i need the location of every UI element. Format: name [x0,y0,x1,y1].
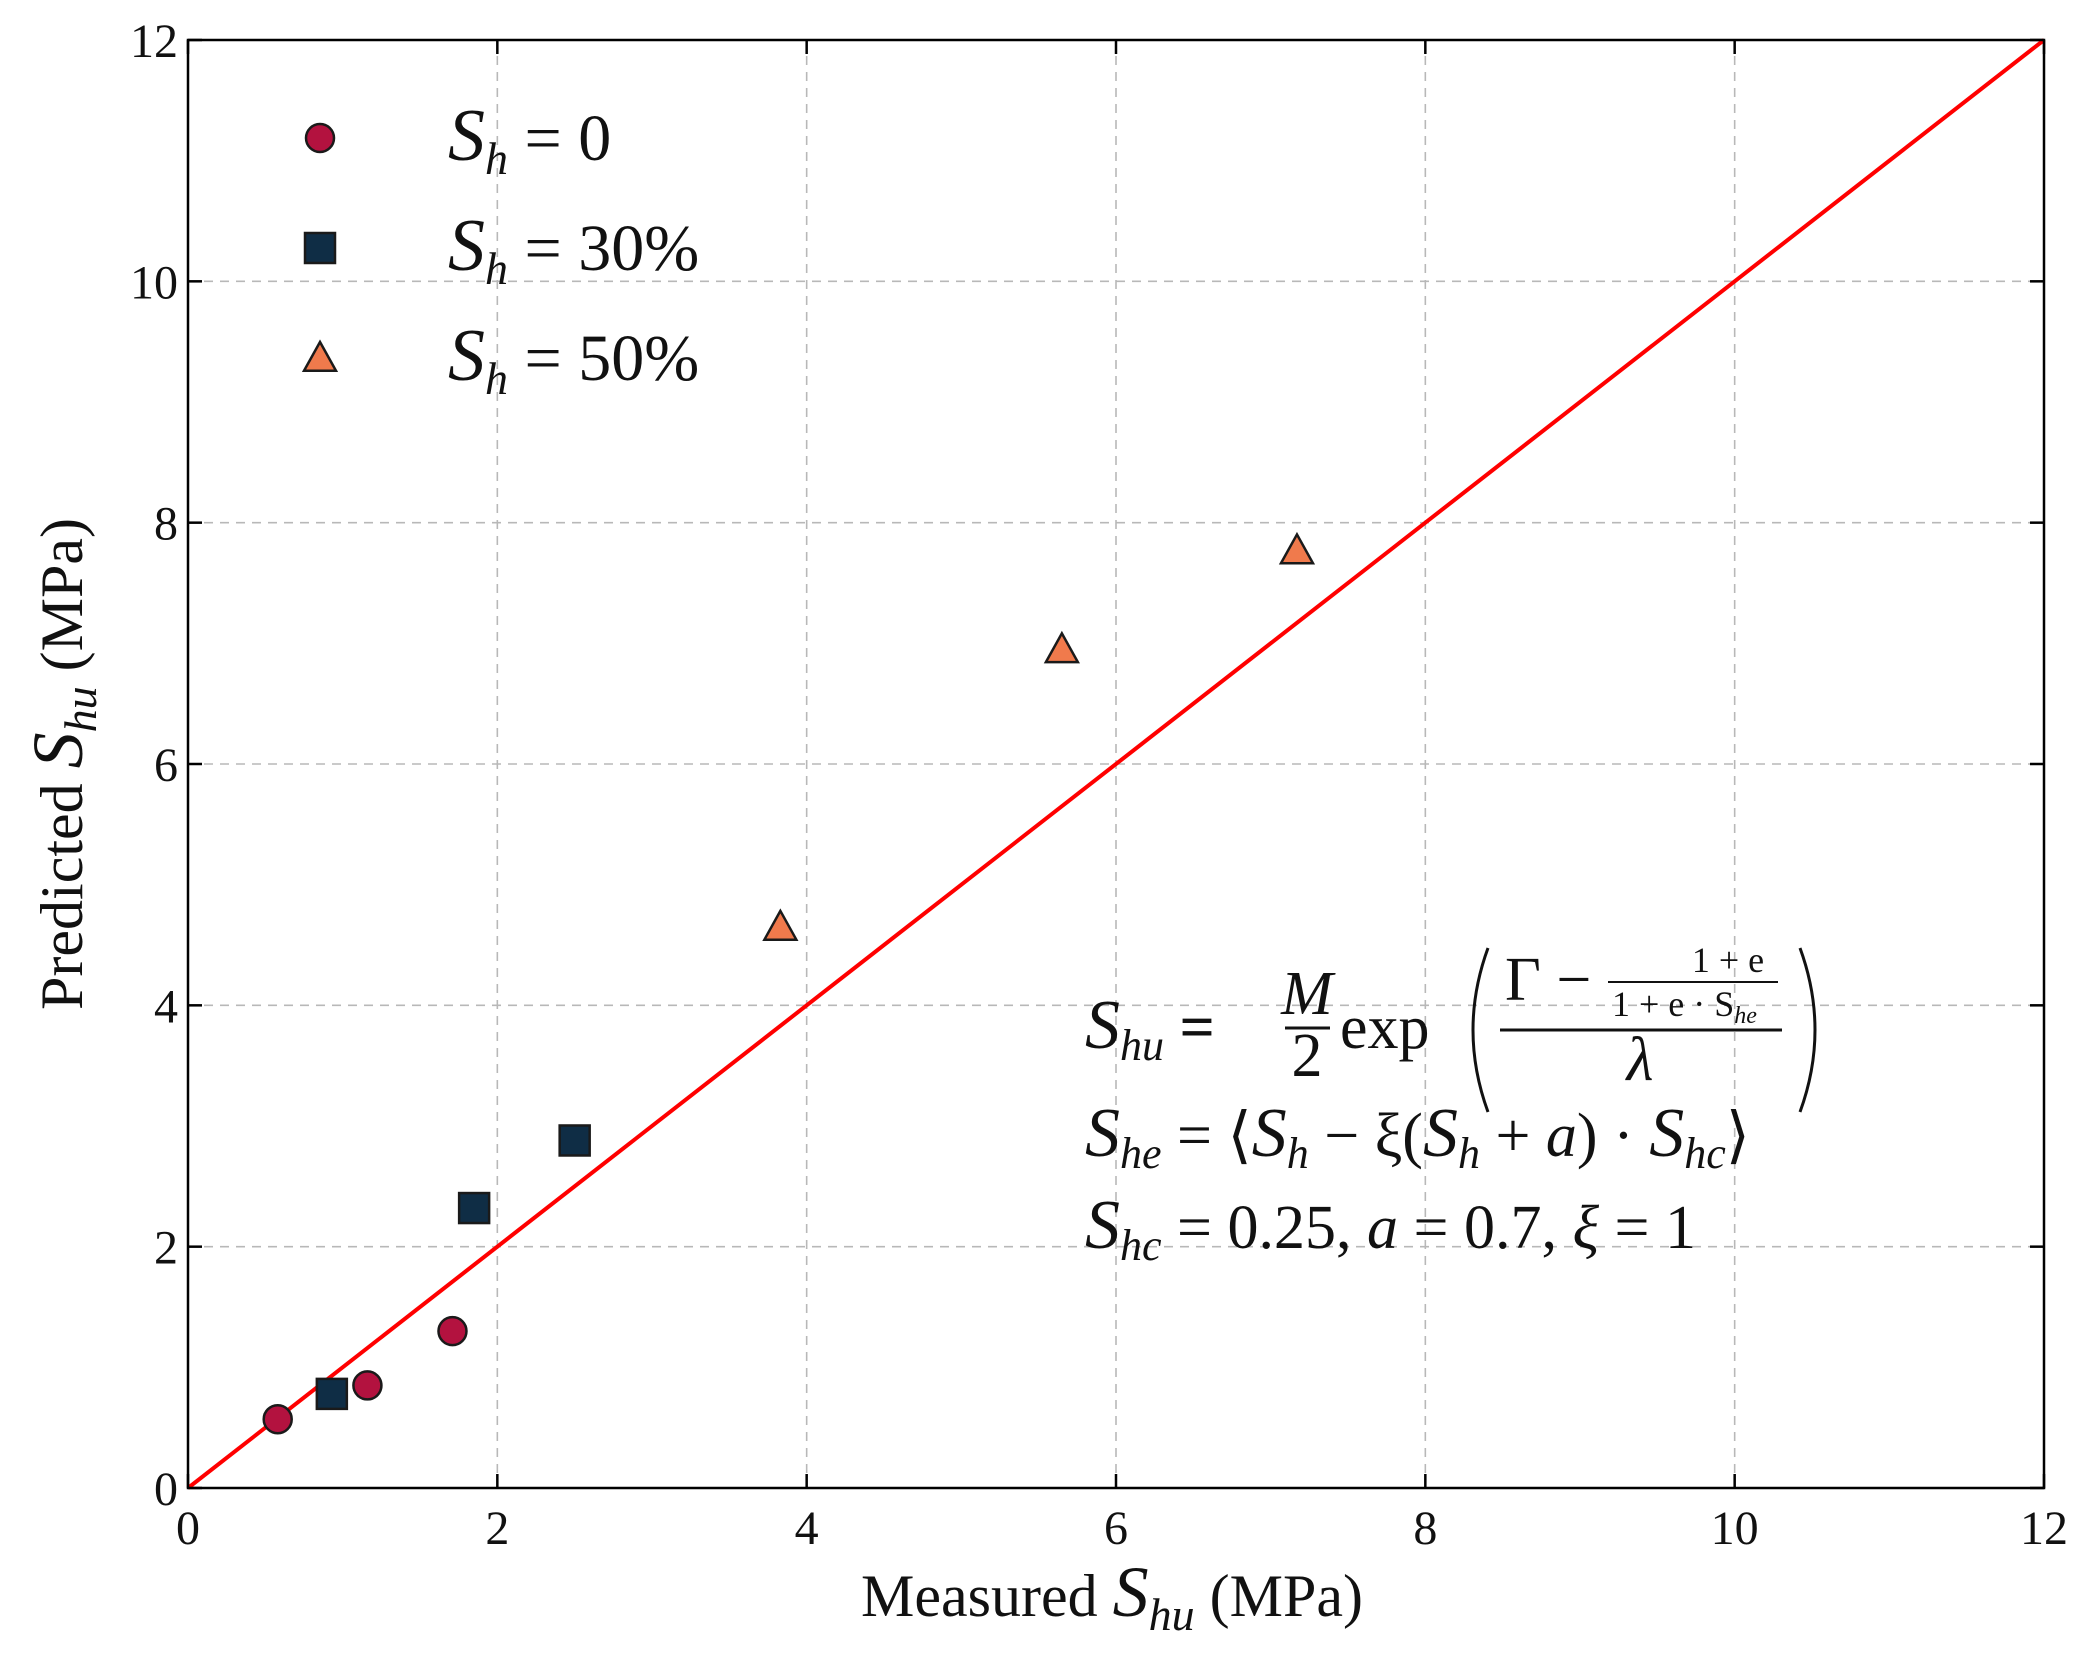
data-point-triangle [762,908,799,941]
y-tick-label: 8 [154,498,178,551]
equation-2: She = ⟨Sh − ξ(Sh + a) · Shc⟩ [1085,1095,1750,1178]
legend: Sh = 0 Sh = 30% Sh = 50% [301,95,699,404]
data-point-circle [262,1403,293,1435]
data-point-square [315,1377,349,1411]
data-point-triangle [1278,531,1316,565]
legend-marker-triangle [301,339,339,373]
legend-marker-square [303,231,337,265]
svg-text:1 + e: 1 + e [1692,940,1764,980]
svg-text:exp: exp [1340,994,1430,1062]
y-tick-label: 2 [154,1222,178,1275]
legend-marker-circle [304,122,336,154]
data-points [262,531,1316,1435]
x-tick-label: 0 [176,1502,200,1555]
equation-1: Shu = M 2 exp Γ − 1 + e 1 + e · She λ [1085,940,1817,1113]
data-point-square [558,1124,591,1157]
x-tick-label: 6 [1104,1502,1128,1555]
svg-text:M: M [1280,960,1336,1028]
x-tick-label: 12 [2020,1502,2068,1555]
data-point-circle [352,1370,383,1401]
svg-text:1 + e · She: 1 + e · She [1612,984,1757,1029]
y-tick-label: 10 [130,256,178,309]
y-tick-label: 0 [154,1463,178,1516]
equation-annotation: Shu = M 2 exp Γ − 1 + e 1 + e · She λ Sh… [1085,940,1817,1270]
x-axis-title: Measured Shu (MPa) [861,1552,1363,1640]
equation-3: Shc = 0.25, a = 0.7, ξ = 1 [1085,1187,1696,1270]
svg-text:2: 2 [1292,1022,1323,1090]
legend-label: Sh = 0 [448,95,611,184]
x-tick-label: 2 [485,1502,509,1555]
y-tick-label: 4 [154,980,178,1033]
y-tick-label: 6 [154,739,178,792]
x-tick-label: 8 [1413,1502,1437,1555]
reference-line-group [186,38,2046,1490]
plot-frame [186,38,2046,1490]
svg-text:λ: λ [1625,1026,1654,1094]
data-point-triangle [1043,630,1080,664]
svg-text:Γ −: Γ − [1505,946,1591,1014]
legend-label: Sh = 30% [448,205,699,294]
reference-line [186,38,2046,1490]
tick-labels: 0 2 4 6 8 10 12 0 2 4 6 8 10 12 [130,15,2068,1555]
legend-label: Sh = 50% [448,315,699,404]
y-axis-title: Predicted Shu (MPa) [18,518,106,1010]
svg-text:Shu =: Shu = [1085,987,1215,1070]
data-point-circle [437,1315,468,1347]
data-point-square [457,1191,491,1225]
y-tick-label: 12 [130,15,178,68]
x-tick-label: 10 [1711,1502,1759,1555]
x-tick-label: 4 [795,1502,819,1555]
